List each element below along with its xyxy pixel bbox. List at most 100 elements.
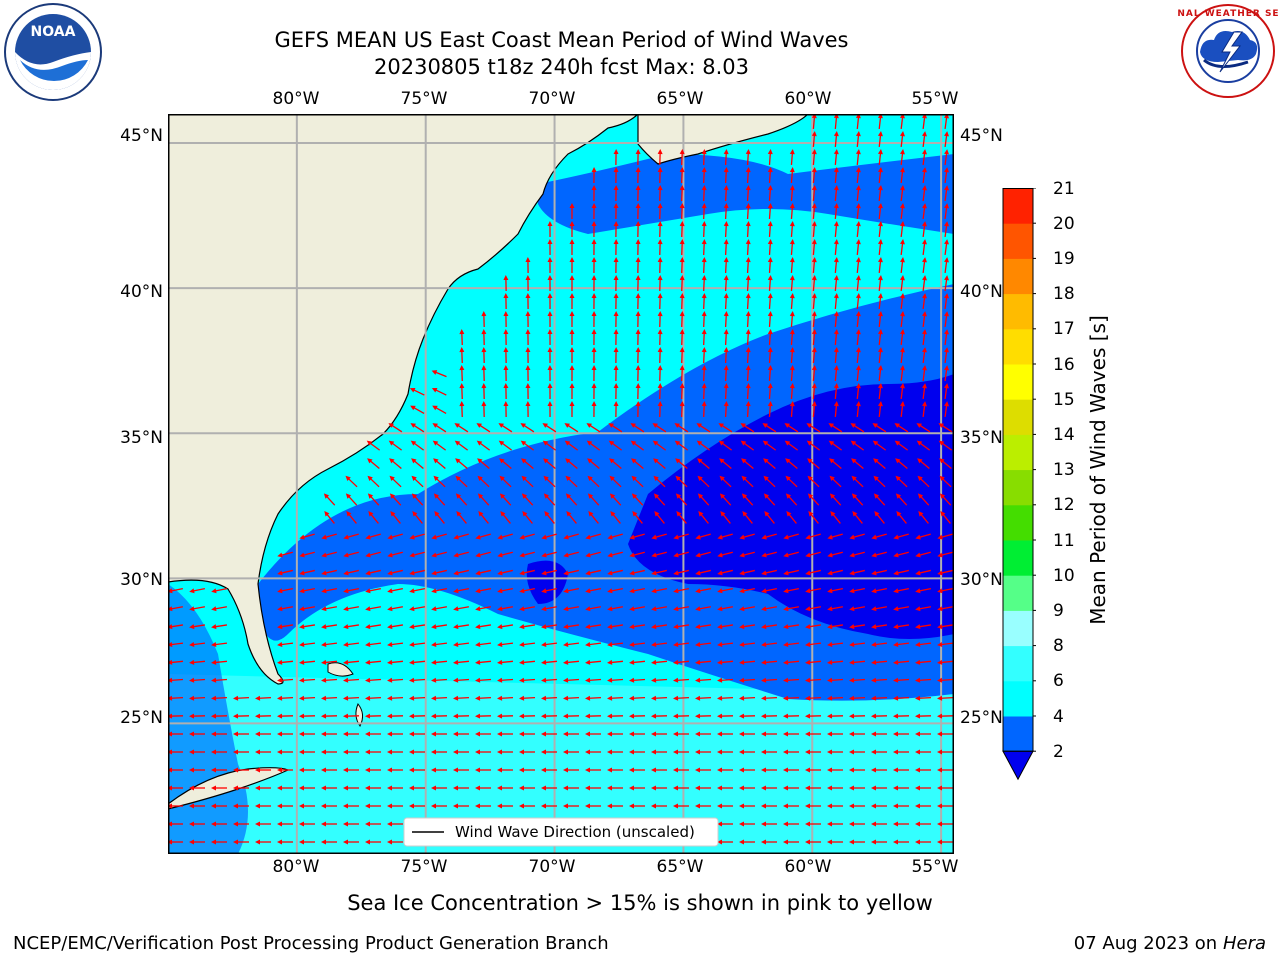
wind-wave-arrow <box>767 383 773 400</box>
wind-wave-arrow <box>453 551 469 558</box>
wind-wave-arrow <box>767 185 773 202</box>
wind-wave-arrow <box>499 458 512 469</box>
wind-wave-arrow <box>827 659 844 665</box>
wind-wave-arrow <box>631 493 644 506</box>
colorbar-segment <box>1003 434 1033 471</box>
wind-wave-arrow <box>855 149 861 166</box>
wind-wave-arrow <box>365 749 381 755</box>
wind-wave-arrow <box>922 347 927 364</box>
wind-wave-arrow <box>321 606 338 612</box>
wind-wave-arrow <box>944 185 950 202</box>
wind-wave-arrow <box>189 713 206 719</box>
wind-wave-arrow <box>761 587 777 594</box>
wind-wave-arrow <box>607 749 623 755</box>
wind-wave-arrow <box>454 423 469 433</box>
wind-wave-arrow <box>871 624 888 630</box>
wind-wave-arrow <box>745 311 751 328</box>
wind-wave-arrow <box>299 731 315 737</box>
wind-wave-arrow <box>585 587 601 594</box>
wind-wave-arrow <box>477 493 490 506</box>
wind-wave-arrow <box>453 731 469 737</box>
wind-wave-arrow <box>651 767 667 773</box>
wind-wave-arrow <box>767 221 773 238</box>
wind-wave-arrow <box>719 458 732 469</box>
wind-wave-arrow <box>695 551 711 558</box>
wind-wave-arrow <box>541 642 558 647</box>
wind-wave-arrow <box>739 624 756 630</box>
colorbar-tick-10: 10 <box>1053 566 1075 586</box>
wind-wave-arrow <box>937 624 954 630</box>
wind-wave-arrow <box>877 293 883 310</box>
wind-wave-arrow <box>893 677 910 683</box>
wind-wave-arrow <box>365 731 381 737</box>
wind-wave-arrow <box>635 221 641 238</box>
lat-label-right-45n: 45°N <box>960 126 1003 146</box>
wind-wave-arrow <box>944 167 950 184</box>
wind-wave-arrow <box>431 713 448 719</box>
wind-wave-arrow <box>541 749 557 755</box>
wind-wave-arrow <box>409 533 425 540</box>
wind-wave-arrow <box>761 642 778 647</box>
wind-wave-arrow <box>783 713 800 719</box>
wind-wave-arrow <box>877 239 883 256</box>
wind-wave-arrow <box>629 551 645 558</box>
wind-wave-arrow <box>877 347 883 364</box>
wind-wave-arrow <box>767 149 773 166</box>
wind-wave-arrow <box>827 677 844 683</box>
wind-wave-arrow <box>343 677 360 683</box>
wind-wave-arrow <box>761 803 777 809</box>
wind-wave-arrow <box>431 642 448 647</box>
wind-wave-arrow <box>894 440 909 451</box>
wind-wave-arrow <box>849 606 866 612</box>
wind-wave-arrow <box>409 659 426 665</box>
wind-wave-arrow <box>763 493 776 506</box>
wind-wave-arrow <box>745 347 751 364</box>
wind-wave-arrow <box>277 839 293 845</box>
wind-wave-arrow <box>805 533 821 540</box>
wind-wave-arrow <box>784 440 799 451</box>
wind-wave-arrow <box>189 624 206 630</box>
wind-wave-arrow <box>918 511 929 524</box>
wind-wave-arrow <box>855 131 861 148</box>
wind-wave-arrow <box>591 311 597 328</box>
wind-wave-arrow <box>411 493 424 506</box>
lat-label-left-30n: 30°N <box>120 570 163 590</box>
wind-wave-arrow <box>591 383 597 400</box>
wind-wave-arrow <box>569 401 575 418</box>
wind-wave-arrow <box>944 401 950 418</box>
wind-wave-arrow <box>657 167 663 184</box>
wind-wave-arrow <box>388 423 403 433</box>
colorbar-tick-14: 14 <box>1053 425 1075 445</box>
wind-wave-arrow <box>410 405 425 414</box>
wind-wave-arrow <box>431 533 447 540</box>
wind-wave-arrow <box>635 293 641 310</box>
wind-wave-arrow <box>387 713 404 719</box>
wind-wave-arrow <box>189 642 206 647</box>
wind-wave-arrow <box>365 767 381 773</box>
wind-wave-arrow <box>761 659 778 665</box>
wind-wave-arrow <box>390 511 401 524</box>
wind-wave-arrow <box>431 624 448 630</box>
wind-wave-arrow <box>833 329 839 346</box>
wind-wave-arrow <box>519 624 536 630</box>
wind-wave-arrow <box>651 569 667 576</box>
wind-wave-arrow <box>762 423 777 433</box>
wind-wave-arrow <box>564 440 579 451</box>
wind-wave-arrow <box>299 587 315 594</box>
wind-wave-arrow <box>431 767 447 773</box>
lon-label-top-75w: 75°W <box>400 89 448 109</box>
wind-wave-arrow <box>871 749 887 755</box>
wind-wave-arrow <box>785 493 798 506</box>
wind-wave-arrow <box>896 511 907 524</box>
wind-wave-arrow <box>805 749 821 755</box>
wind-wave-arrow <box>811 239 817 256</box>
wind-wave-arrow <box>828 423 843 433</box>
wind-wave-arrow <box>695 569 711 576</box>
wind-wave-arrow <box>547 275 553 292</box>
wind-wave-arrow <box>827 624 844 630</box>
wind-wave-arrow <box>343 731 359 737</box>
wind-wave-arrow <box>277 731 293 737</box>
wind-wave-arrow <box>940 511 951 524</box>
wind-wave-arrow <box>915 587 931 594</box>
wind-wave-arrow <box>233 749 249 755</box>
